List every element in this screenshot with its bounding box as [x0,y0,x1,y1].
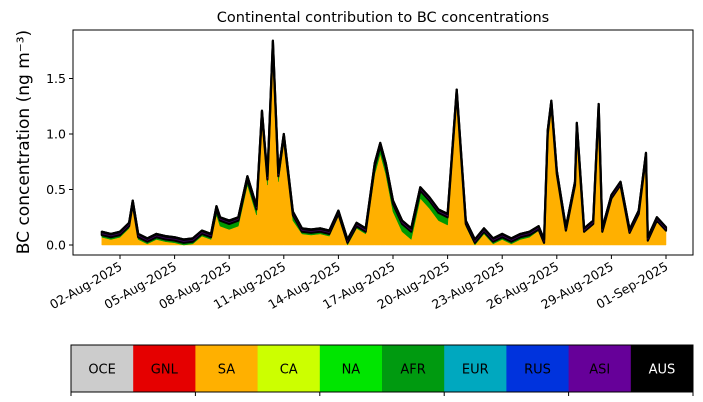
legend-label-aus: AUS [649,363,676,378]
y-axis-label: BC concentration (ng m⁻³) [14,30,34,254]
legend-swatch-ca [257,345,321,392]
total-outline-line [101,39,667,241]
legend-swatch-asi [568,345,632,392]
legend-label-oce: OCE [88,363,116,378]
legend-colorbar: OCE GNL SA CA NA AFR EUR RUS ASI AUS [70,344,694,396]
legend-frame [70,344,694,393]
legend-label-rus: RUS [524,363,551,378]
y-tick-label: 1.5 [46,71,66,86]
y-tick-label: 0.0 [46,238,66,253]
x-axis: 02-Aug-202505-Aug-202508-Aug-202511-Aug-… [47,255,671,312]
y-tick-label: 0.5 [46,182,66,197]
legend-swatch-na [319,345,383,392]
stacked-areas [100,39,668,246]
legend-label-ca: CA [280,363,298,378]
legend-label-asi: ASI [589,363,610,378]
y-axis: 0.0 0.5 1.0 1.5 [46,71,73,253]
legend-label-na: NA [342,363,361,378]
legend-label-eur: EUR [462,363,489,378]
legend-swatch-eur [444,345,507,392]
legend-swatch-oce [71,345,134,392]
legend-label-sa: SA [218,363,235,378]
legend-label-afr: AFR [400,363,425,378]
legend-label-gnl: GNL [151,363,179,378]
legend-swatch-gnl [133,345,196,392]
chart-title: Continental contribution to BC concentra… [217,10,549,26]
legend-swatch-sa [195,345,259,392]
legend-swatch-afr [382,345,445,392]
legend-swatch-aus [630,345,694,392]
legend-swatch-rus [506,345,570,392]
area-series-sa [101,49,667,246]
plot-frame [72,29,694,256]
y-tick-label: 1.0 [46,127,66,142]
